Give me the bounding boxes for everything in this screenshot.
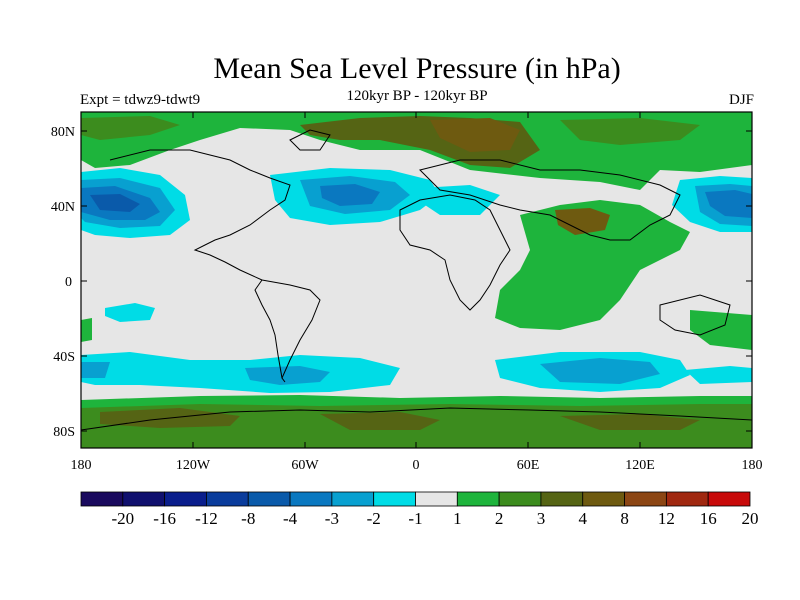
colorbar-label: 2	[495, 509, 504, 528]
west-pacific-low-inner	[705, 190, 752, 218]
colorbar-label: 12	[658, 509, 675, 528]
eurasia-coast	[419, 159, 681, 241]
antarctica-coast	[81, 407, 752, 431]
colorbar-swatch	[206, 491, 249, 507]
north-pacific-low-core	[90, 194, 140, 212]
x-tick-label: 120W	[176, 458, 211, 473]
y-tick-label: 40S	[53, 350, 75, 365]
colorbar-swatch	[164, 491, 207, 507]
map-title: Mean Sea Level Pressure (in hPa)	[213, 52, 621, 85]
x-tick-label: 60E	[517, 458, 540, 473]
east-pacific-positive-patch	[81, 318, 92, 342]
antarctic-dark-patch-east	[560, 414, 700, 430]
coastlines	[81, 129, 752, 431]
colorbar: -20 -16 -12 -8 -4 -3 -2 -1 1 2 3 4 8 12 16 20	[80, 491, 759, 528]
experiment-label: Expt = tdwz9-tdwt9	[80, 92, 201, 108]
colorbar-swatch	[331, 491, 375, 507]
south-atlantic-low-mid	[245, 366, 330, 385]
colorbar-swatch	[707, 491, 751, 507]
pressure-field	[81, 112, 752, 448]
season-label: DJF	[728, 92, 754, 108]
x-tick-label: 180	[742, 458, 763, 473]
subtropical-pacific-low	[105, 303, 155, 322]
siberia-olive-patch	[560, 118, 700, 145]
x-tick-label: 120E	[625, 458, 655, 473]
y-tick-label: 40N	[51, 200, 75, 215]
y-tick-label: 0	[65, 275, 72, 290]
colorbar-swatch	[540, 491, 584, 507]
greenland-coast	[289, 129, 331, 151]
colorbar-label: 1	[453, 509, 462, 528]
colorbar-label: -16	[153, 509, 176, 528]
colorbar-swatch	[624, 491, 667, 507]
colorbar-swatch	[582, 491, 625, 507]
colorbar-label: -20	[111, 509, 134, 528]
colorbar-swatch	[289, 491, 333, 507]
arctic-olive-patch	[81, 116, 180, 140]
colorbar-label: -2	[367, 509, 381, 528]
tibet-high-anomaly	[555, 208, 610, 235]
colorbar-swatch	[122, 491, 166, 507]
north-atlantic-low-inner	[320, 184, 380, 206]
europe-low-patch	[420, 185, 500, 215]
colorbar-label: -8	[241, 509, 255, 528]
south-pacific-low-outer	[81, 352, 400, 393]
antarctic-dark-patch-center	[320, 412, 440, 430]
colorbar-swatch	[373, 491, 416, 507]
colorbar-swatch	[415, 491, 458, 507]
x-tick-label: 60W	[291, 458, 319, 473]
colorbar-label: -1	[408, 509, 422, 528]
y-tick-marks	[81, 130, 752, 432]
south-america-west-coast	[254, 279, 283, 379]
colorbar-swatch	[665, 491, 709, 507]
south-pacific-low-mid-west	[81, 362, 110, 378]
colorbar-label: -12	[195, 509, 218, 528]
colorbar-swatch	[456, 491, 500, 507]
colorbar-swatch	[80, 491, 124, 507]
north-america-coast	[109, 149, 291, 281]
south-indian-low-mid	[540, 358, 660, 384]
arctic-peak-anomaly	[430, 118, 520, 152]
x-tick-label: 0	[413, 458, 420, 473]
y-tick-label: 80S	[53, 425, 75, 440]
colorbar-label: 4	[579, 509, 588, 528]
colorbar-swatch	[247, 491, 291, 507]
colorbar-label: 16	[700, 509, 717, 528]
period-label: 120kyr BP - 120kyr BP	[346, 88, 488, 104]
tasman-positive-region	[690, 310, 752, 350]
south-america-coast	[261, 279, 321, 383]
y-tick-label: 80N	[51, 125, 75, 140]
south-pacific-low-east	[685, 366, 752, 384]
colorbar-label: 20	[742, 509, 759, 528]
x-tick-label: 180	[71, 458, 92, 473]
x-tick-marks	[192, 112, 641, 448]
africa-coast	[399, 194, 511, 311]
australia-coast	[659, 294, 731, 336]
indian-ocean-positive-region	[495, 200, 690, 330]
colorbar-label: 3	[537, 509, 546, 528]
colorbar-label: -4	[283, 509, 298, 528]
colorbar-label: 8	[620, 509, 629, 528]
colorbar-label: -3	[325, 509, 339, 528]
colorbar-swatch	[498, 491, 542, 507]
